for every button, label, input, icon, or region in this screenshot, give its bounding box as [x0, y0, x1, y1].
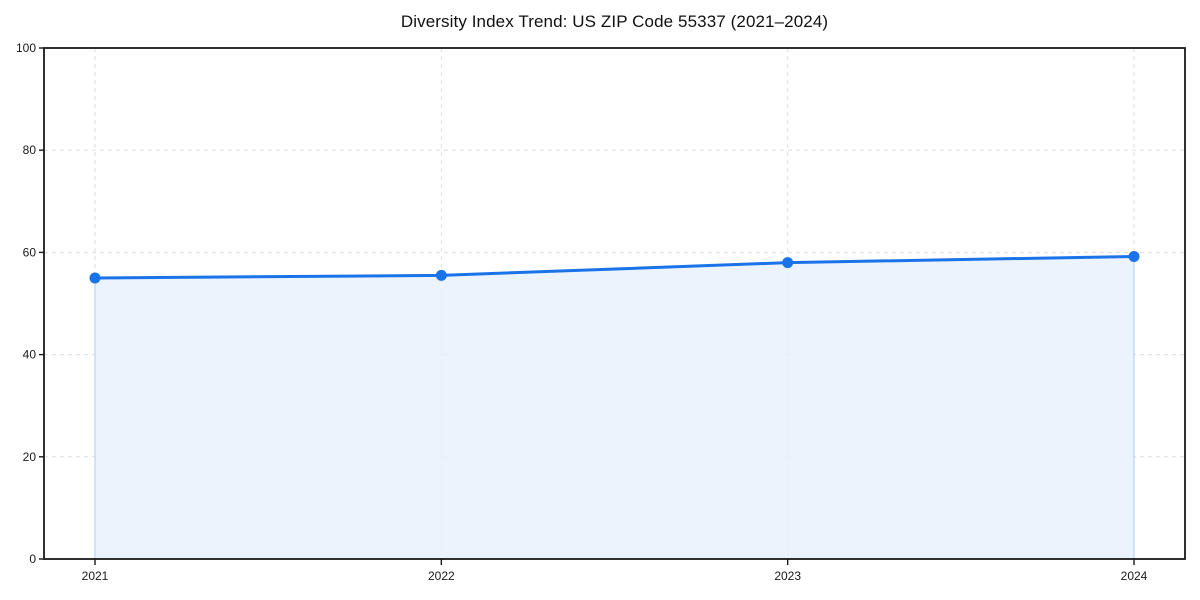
y-tick-label: 0: [29, 552, 36, 566]
y-tick-label: 20: [23, 450, 37, 464]
y-tick-label: 100: [16, 41, 36, 55]
data-point-marker-2023: [782, 257, 794, 269]
data-point-marker-2024: [1128, 250, 1140, 262]
y-tick-label: 60: [23, 245, 37, 259]
y-tick-label: 40: [23, 348, 37, 362]
area-fill: [94, 255, 1135, 560]
x-tick-label: 2024: [1121, 569, 1148, 583]
x-tick-label: 2021: [82, 569, 109, 583]
y-tick-label: 80: [23, 143, 37, 157]
data-point-marker-2021: [89, 272, 101, 284]
x-tick-label: 2023: [774, 569, 801, 583]
plot-frame: [43, 47, 1186, 560]
data-point-marker-2022: [435, 269, 447, 281]
chart-title: Diversity Index Trend: US ZIP Code 55337…: [400, 12, 829, 31]
trend-line: [93, 254, 1136, 280]
x-tick-label: 2022: [428, 569, 455, 583]
